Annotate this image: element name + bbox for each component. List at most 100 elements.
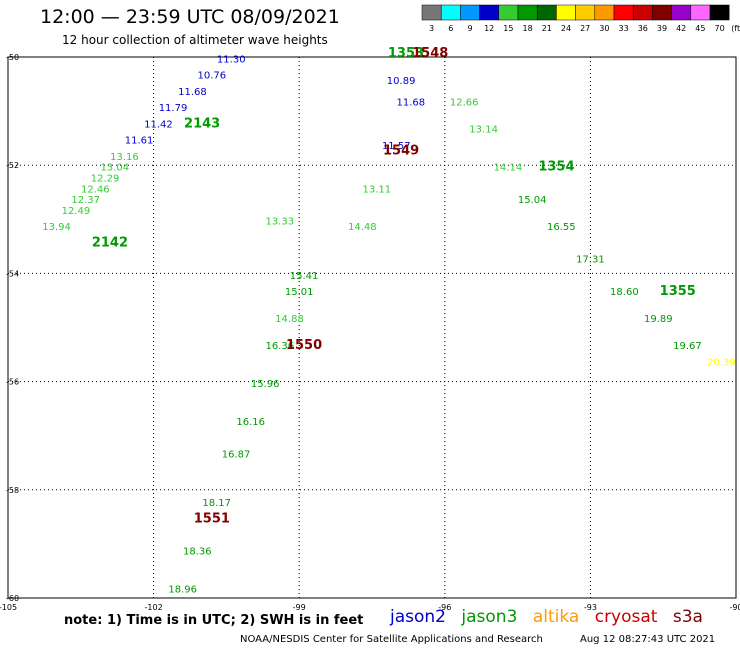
colorbar-label: 24 xyxy=(561,24,571,33)
axis-ticks: -105 -102 -99 -96 -93 -90 -50 -52 -54 -56 -58 -60 xyxy=(0,53,740,612)
colorbar-swatch xyxy=(460,4,480,21)
colorbar-swatch xyxy=(536,4,557,21)
colorbar-label: 30 xyxy=(599,24,609,33)
colorbar-swatch xyxy=(498,4,519,21)
data-point-s3a: 14.48 xyxy=(348,222,377,233)
data-point-jason3: 16.87 xyxy=(222,449,251,460)
colorbar-label: 9 xyxy=(467,24,472,33)
colorbar-label: 36 xyxy=(638,24,648,33)
data-point-jason2: 11.68 xyxy=(178,87,207,98)
data-point-jason3: 18.17 xyxy=(202,498,231,509)
data-point-jason3: 16.55 xyxy=(547,222,576,233)
x-tick-label: -93 xyxy=(584,603,597,612)
legend-jason2: jason2 xyxy=(390,607,446,627)
data-point-jason2: 12.29 xyxy=(91,173,120,184)
colorbar-swatch xyxy=(709,4,730,21)
data-point-s3a: 13.11 xyxy=(363,184,392,195)
colorbar-label: 42 xyxy=(676,24,686,33)
data-point-jason2: 12.37 xyxy=(71,195,100,206)
time-label: 1551 xyxy=(194,511,230,526)
y-tick-label: -52 xyxy=(6,161,19,170)
data-point-jason2: 11.61 xyxy=(125,136,154,147)
legend-altika: altika xyxy=(532,607,580,627)
data-point-jason3: 19.89 xyxy=(644,314,673,325)
y-tick-label: -56 xyxy=(6,378,19,387)
legend-jason3: jason3 xyxy=(461,607,518,627)
colorbar-swatch xyxy=(440,4,461,21)
colorbar-label: 21 xyxy=(542,24,552,33)
colorbar-label: 33 xyxy=(619,24,629,33)
colorbar-swatch xyxy=(632,4,653,21)
data-point-jason3: 14.88 xyxy=(275,314,304,325)
satellite-legend: jason2 jason3 altika cryosat s3a xyxy=(390,607,713,627)
data-point-jason3: 15.96 xyxy=(251,379,280,390)
time-label: 1548 xyxy=(412,46,448,61)
colorbar-label: 18 xyxy=(523,24,533,33)
time-label: 1354 xyxy=(538,160,574,175)
data-point-jason3: 15.01 xyxy=(285,287,314,298)
colorbar-label: 45 xyxy=(695,24,705,33)
data-point-jason3: 15.41 xyxy=(290,271,319,282)
colorbar-label: 12 xyxy=(484,24,494,33)
legend-s3a: s3a xyxy=(672,607,703,627)
x-tick-label: -99 xyxy=(293,603,306,612)
chart-title: 12:00 — 23:59 UTC 08/09/2021 xyxy=(40,6,340,28)
time-label: 1353 xyxy=(388,46,424,61)
colorbar-swatch xyxy=(613,4,634,21)
y-tick-label: -60 xyxy=(6,594,19,603)
data-point-s3a: 13.94 xyxy=(42,222,71,233)
colorbar-swatch xyxy=(671,4,692,21)
data-point-jason3: 19.67 xyxy=(673,341,702,352)
data-point-jason3: 17.31 xyxy=(576,255,605,266)
data-point-s3a: 11.68 xyxy=(397,98,426,109)
data-point-jason2: 13.04 xyxy=(100,163,129,174)
time-label: 1549 xyxy=(383,143,419,158)
data-point-jason3: 13.14 xyxy=(469,125,498,136)
plot-frame xyxy=(7,56,737,599)
data-point-jason2: 11.79 xyxy=(159,103,188,114)
data-point-s3a: 20.39 xyxy=(707,357,736,368)
data-point-jason2: 12.46 xyxy=(81,184,110,195)
colorbar-label: 70 xyxy=(715,24,725,33)
colorbar-swatch xyxy=(575,4,596,21)
colorbar-swatch xyxy=(690,4,711,21)
colorbar-unit: (ft) xyxy=(731,24,740,33)
time-label: 2142 xyxy=(92,235,128,250)
generated-timestamp: Aug 12 08:27:43 UTC 2021 xyxy=(580,634,716,645)
x-tick-label: -90 xyxy=(729,603,740,612)
data-point-jason2: 11.30 xyxy=(217,54,246,65)
plot-grid xyxy=(7,56,737,599)
data-point-jason3: 16.36 xyxy=(265,341,294,352)
data-point-jason3: 18.60 xyxy=(610,287,639,298)
data-point-jason2: 13.16 xyxy=(110,152,139,163)
data-point-jason2: 11.42 xyxy=(144,119,173,130)
colorbar-swatch xyxy=(421,4,442,21)
colorbar-swatch xyxy=(594,4,615,21)
colorbar-swatch xyxy=(652,4,672,21)
data-point-s3a: 11.57 xyxy=(382,141,411,152)
colorbar-swatch xyxy=(556,4,576,21)
data-point-jason3: 12.66 xyxy=(450,98,479,109)
colorbar-swatch xyxy=(517,4,538,21)
legend-cryosat: cryosat xyxy=(594,607,658,627)
colorbar-label: 39 xyxy=(657,24,667,33)
colorbar-label: 6 xyxy=(448,24,453,33)
data-point-s3a: 10.89 xyxy=(387,76,416,87)
data-point-jason3: 16.16 xyxy=(236,417,265,428)
y-tick-label: -58 xyxy=(6,486,19,495)
colorbar-label: 15 xyxy=(503,24,513,33)
y-tick-label: -54 xyxy=(6,269,19,278)
footnote: note: 1) Time is in UTC; 2) SWH is in fe… xyxy=(64,613,364,628)
data-point-jason2: 10.76 xyxy=(198,71,227,82)
x-tick-label: -96 xyxy=(438,603,451,612)
time-label: 1355 xyxy=(660,284,696,299)
time-label: 2143 xyxy=(184,116,220,131)
data-point-jason2: 12.49 xyxy=(62,206,91,217)
x-tick-label: -102 xyxy=(145,603,163,612)
x-tick-label: -105 xyxy=(0,603,17,612)
y-tick-label: -50 xyxy=(6,53,19,62)
colorbar-label: 3 xyxy=(429,24,434,33)
